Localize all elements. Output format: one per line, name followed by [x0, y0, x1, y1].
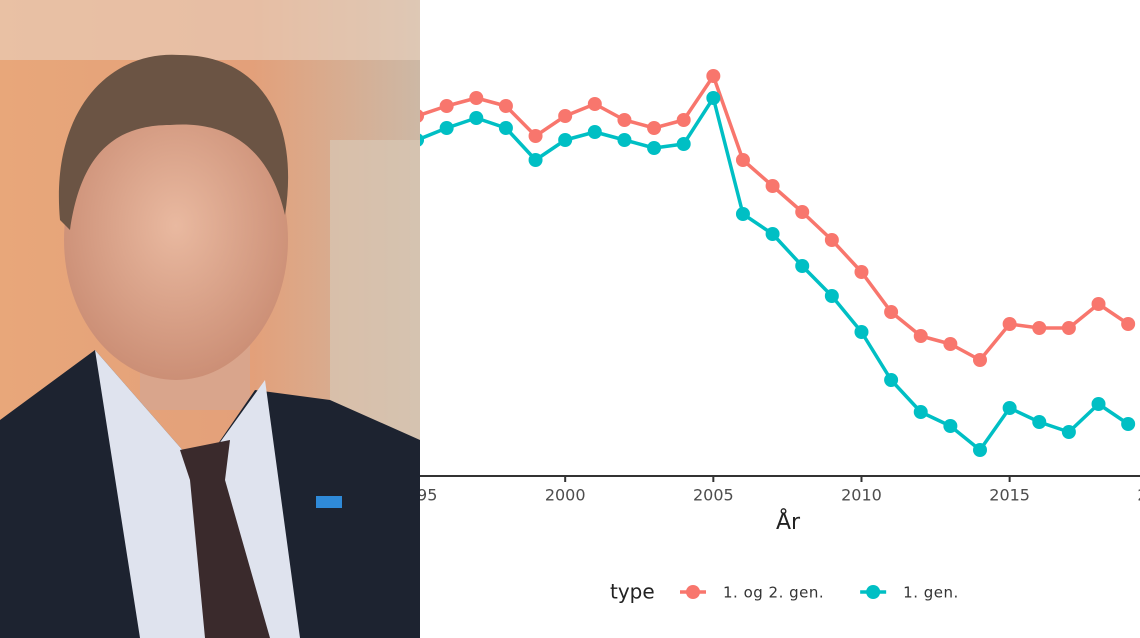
data-point	[735, 153, 750, 167]
data-point	[587, 125, 602, 139]
legend-label: 1. gen.	[903, 584, 959, 602]
data-point	[765, 227, 780, 241]
data-point	[913, 329, 928, 343]
legend-key-dot	[686, 585, 700, 599]
data-point	[973, 353, 987, 367]
data-point	[528, 129, 543, 143]
data-point	[647, 141, 662, 155]
data-point	[1002, 401, 1017, 415]
portrait-photo	[0, 0, 420, 638]
data-point	[824, 233, 839, 247]
series-line	[420, 96, 1130, 452]
data-point	[676, 137, 691, 151]
x-tick-label: 2000	[545, 486, 586, 505]
data-point	[735, 207, 750, 221]
data-point	[913, 405, 928, 419]
hair	[58, 54, 289, 230]
data-point	[558, 109, 573, 123]
data-point	[439, 99, 454, 113]
x-tick-label: 2010	[841, 486, 882, 505]
legend-title: type	[610, 580, 655, 604]
data-point	[469, 111, 484, 125]
data-point	[1061, 425, 1076, 439]
data-point	[1061, 321, 1076, 335]
data-point	[1121, 317, 1136, 331]
x-axis-title: År	[776, 508, 801, 535]
pin	[316, 496, 342, 508]
data-point	[765, 179, 780, 193]
data-point	[558, 133, 573, 147]
x-tick-label: 2015	[989, 486, 1030, 505]
chart: År type 1995 2000 2005 2010 2015 2020 1. og 2.…	[420, 69, 1140, 604]
data-point	[439, 121, 454, 135]
face	[64, 100, 288, 380]
data-point	[973, 443, 987, 457]
data-point	[854, 265, 869, 279]
data-point	[884, 373, 899, 387]
x-tick-label: 2020	[1137, 486, 1140, 505]
data-point	[824, 289, 839, 303]
data-point	[884, 305, 899, 319]
data-point	[706, 69, 721, 83]
data-point	[1032, 321, 1047, 335]
background-top	[0, 0, 420, 60]
data-point	[469, 91, 484, 105]
data-point	[498, 121, 513, 135]
data-point	[1091, 397, 1106, 411]
x-tick-label: 1995	[420, 486, 437, 505]
data-point	[1032, 415, 1047, 429]
background-window	[330, 140, 420, 440]
data-point	[420, 133, 425, 147]
data-point	[647, 121, 662, 135]
data-point	[1121, 417, 1136, 431]
data-point	[1002, 317, 1017, 331]
legend-label: 1. og 2. gen.	[723, 584, 824, 602]
data-point	[706, 91, 721, 105]
data-point	[420, 109, 425, 123]
data-point	[854, 325, 869, 339]
x-tick-label: 2005	[693, 486, 734, 505]
tie	[180, 440, 270, 638]
legend-key-dot	[866, 585, 881, 599]
data-point	[498, 99, 513, 113]
data-point	[943, 419, 958, 433]
data-point	[943, 337, 958, 351]
data-point	[587, 97, 602, 111]
series-line	[420, 74, 1130, 362]
data-point	[617, 133, 632, 147]
data-point	[617, 113, 632, 127]
data-point	[528, 153, 543, 167]
data-point	[1091, 297, 1106, 311]
data-point	[676, 113, 691, 127]
data-point	[795, 259, 810, 273]
data-point	[795, 205, 810, 219]
